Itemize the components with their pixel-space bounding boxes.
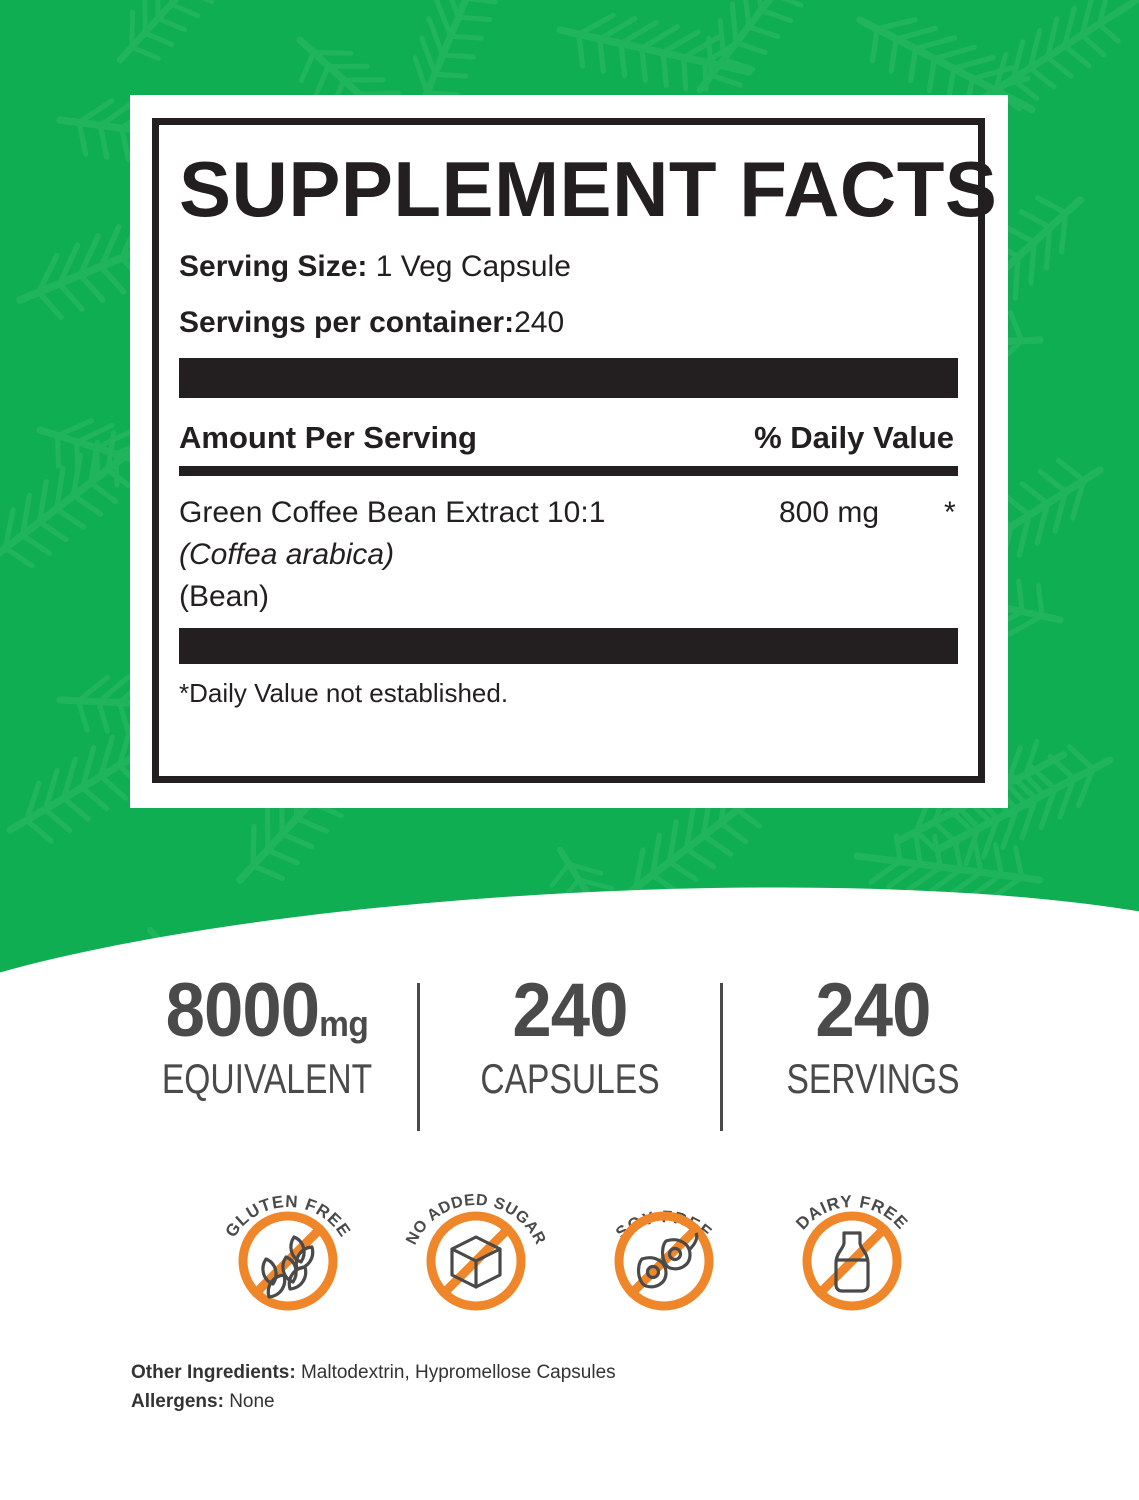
milk-bottle-icon xyxy=(833,1231,870,1293)
servings-per-container-value: 240 xyxy=(514,306,565,339)
facts-column-headers: Amount Per Serving % Daily Value xyxy=(179,420,958,456)
allergens-value: None xyxy=(229,1391,275,1413)
stat-equivalent-value: 8000 xyxy=(165,968,319,1053)
sugar-cube-icon xyxy=(449,1235,502,1289)
product-stats: 8000mg EQUIVALENT 240 CAPSULES 240 SERVI… xyxy=(0,973,1139,1145)
ingredient-amount: 800 mg xyxy=(779,496,880,529)
ingredient-row: Green Coffee Bean Extract 10:1 800 mg * … xyxy=(179,496,958,614)
ingredient-daily-value: * xyxy=(944,496,956,529)
badge-dairy-free: DAIRY FREE xyxy=(768,1163,936,1323)
stat-equivalent: 8000mg EQUIVALENT xyxy=(117,973,417,1103)
allergens-line: Allergens: None xyxy=(131,1387,1031,1416)
supplement-facts-border: SUPPLEMENT FACTS Serving Size: 1 Veg Cap… xyxy=(152,118,998,783)
stat-servings-value-wrap: 240 xyxy=(733,973,1012,1049)
servings-per-container-line: Servings per container:240 xyxy=(179,306,958,340)
stat-divider-2 xyxy=(719,983,723,1131)
badge-no-added-sugar: NO ADDED SUGAR xyxy=(392,1163,560,1323)
other-ingredients-line: Other Ingredients: Maltodextrin, Hyprome… xyxy=(131,1358,1031,1387)
ingredient-latin-name: (Coffea arabica) xyxy=(179,538,395,571)
supplement-facts-card: SUPPLEMENT FACTS Serving Size: 1 Veg Cap… xyxy=(130,95,1008,808)
serving-size-label: Serving Size: xyxy=(179,250,368,283)
supplement-facts-title: SUPPLEMENT FACTS xyxy=(179,145,998,233)
servings-per-container-label: Servings per container: xyxy=(179,306,515,339)
soybean-icon xyxy=(636,1232,698,1289)
stat-capsules-label: CAPSULES xyxy=(479,1055,660,1103)
other-ingredients-value: Maltodextrin, Hypromellose Capsules xyxy=(300,1362,616,1383)
facts-thick-rule-bottom xyxy=(179,628,958,664)
stat-divider-1 xyxy=(416,983,420,1131)
stat-capsules-value-wrap: 240 xyxy=(430,973,709,1049)
stat-equivalent-unit: mg xyxy=(318,1003,369,1044)
daily-value-header: % Daily Value xyxy=(754,420,954,455)
stat-servings: 240 SERVINGS xyxy=(723,973,1023,1103)
daily-value-footnote: *Daily Value not established. xyxy=(179,678,509,708)
allergens-label: Allergens: xyxy=(131,1391,224,1413)
other-ingredients-block: Other Ingredients: Maltodextrin, Hyprome… xyxy=(131,1358,1031,1417)
stat-servings-value: 240 xyxy=(814,968,931,1053)
amount-per-serving-header: Amount Per Serving xyxy=(179,420,477,455)
free-from-badges: GLUTEN FREE NO ADDED SUGAR xyxy=(0,1163,1139,1333)
wheat-icon xyxy=(260,1235,314,1299)
serving-size-line: Serving Size: 1 Veg Capsule xyxy=(179,250,958,284)
badge-soy-free: SOY FREE xyxy=(580,1163,748,1323)
badge-gluten-free: GLUTEN FREE xyxy=(204,1163,372,1323)
ingredient-name: Green Coffee Bean Extract 10:1 xyxy=(179,496,606,529)
stat-equivalent-value-wrap: 8000mg xyxy=(127,973,406,1049)
stat-capsules: 240 CAPSULES xyxy=(420,973,720,1103)
facts-thin-rule xyxy=(179,466,958,476)
ingredient-plant-part: (Bean) xyxy=(179,580,270,613)
stat-capsules-value: 240 xyxy=(511,968,628,1053)
facts-thick-rule-top xyxy=(179,358,958,398)
other-ingredients-label: Other Ingredients: xyxy=(131,1362,296,1383)
serving-size-value: 1 Veg Capsule xyxy=(375,250,571,283)
stat-servings-label: SERVINGS xyxy=(785,1055,960,1103)
stat-equivalent-label: EQUIVALENT xyxy=(161,1055,372,1103)
